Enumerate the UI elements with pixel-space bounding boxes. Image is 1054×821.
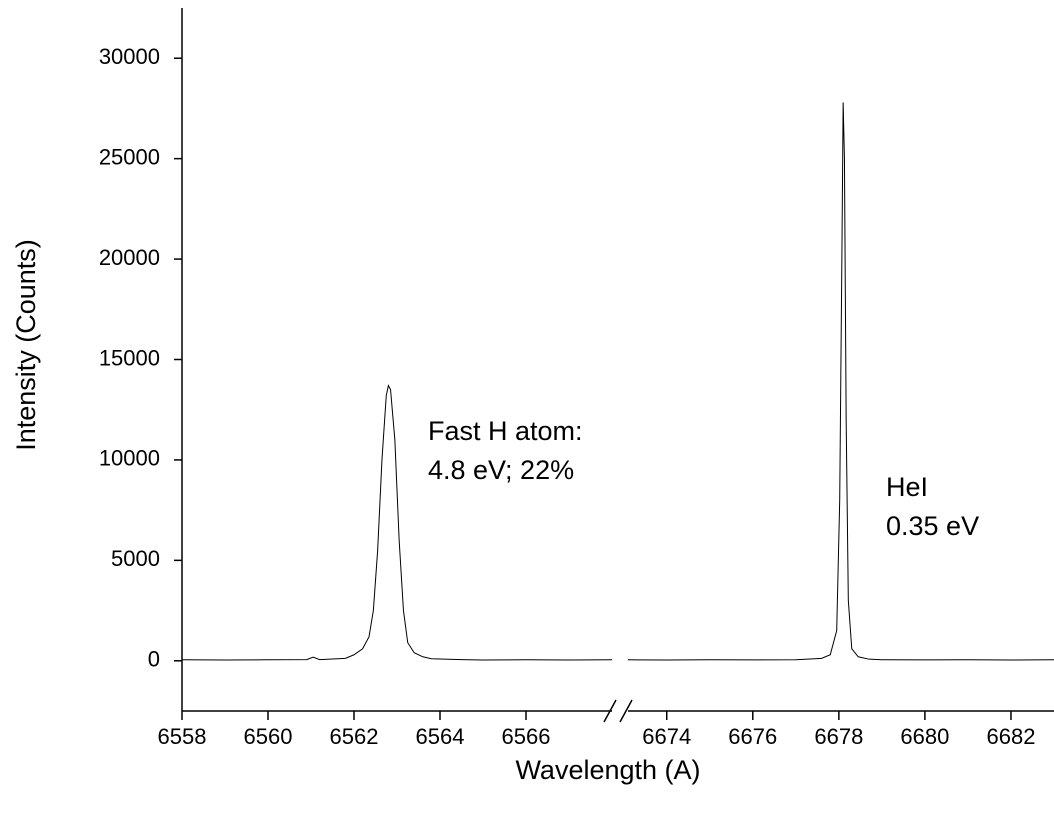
spectrum-line — [627, 102, 1054, 661]
x-tick-label: 6682 — [986, 724, 1035, 749]
x-tick-label: 6560 — [244, 724, 293, 749]
annotation: HeI — [886, 472, 928, 502]
y-tick-label: 30000 — [99, 44, 160, 69]
x-axis-label: Wavelength (A) — [515, 755, 700, 785]
spectrum-line — [181, 384, 613, 661]
axis-break — [603, 699, 617, 723]
annotation: Fast H atom: — [428, 416, 583, 446]
x-tick-label: 6674 — [642, 724, 691, 749]
y-tick-label: 10000 — [99, 446, 160, 471]
x-tick-label: 6564 — [416, 724, 465, 749]
x-tick-label: 6680 — [900, 724, 949, 749]
y-tick-label: 0 — [148, 647, 160, 672]
axis-break — [619, 699, 633, 723]
x-tick-label: 6566 — [502, 724, 551, 749]
y-tick-label: 25000 — [99, 144, 160, 169]
annotation: 0.35 eV — [886, 511, 979, 541]
x-tick-label: 6558 — [158, 724, 207, 749]
y-axis-label: Intensity (Counts) — [11, 239, 41, 451]
y-tick-label: 5000 — [111, 546, 160, 571]
y-tick-label: 20000 — [99, 245, 160, 270]
x-tick-label: 6676 — [728, 724, 777, 749]
y-tick-label: 15000 — [99, 345, 160, 370]
x-tick-label: 6562 — [330, 724, 379, 749]
x-tick-label: 6678 — [814, 724, 863, 749]
annotation: 4.8 eV; 22% — [428, 455, 574, 485]
